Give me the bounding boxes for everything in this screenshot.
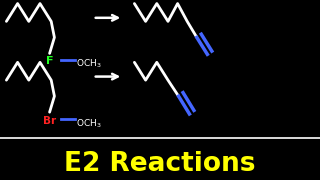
Text: OCH$_3$: OCH$_3$ — [76, 118, 102, 130]
Text: F: F — [46, 57, 53, 66]
Text: Br: Br — [43, 116, 56, 126]
Text: E2 Reactions: E2 Reactions — [64, 151, 256, 177]
Text: OCH$_3$: OCH$_3$ — [76, 58, 102, 70]
